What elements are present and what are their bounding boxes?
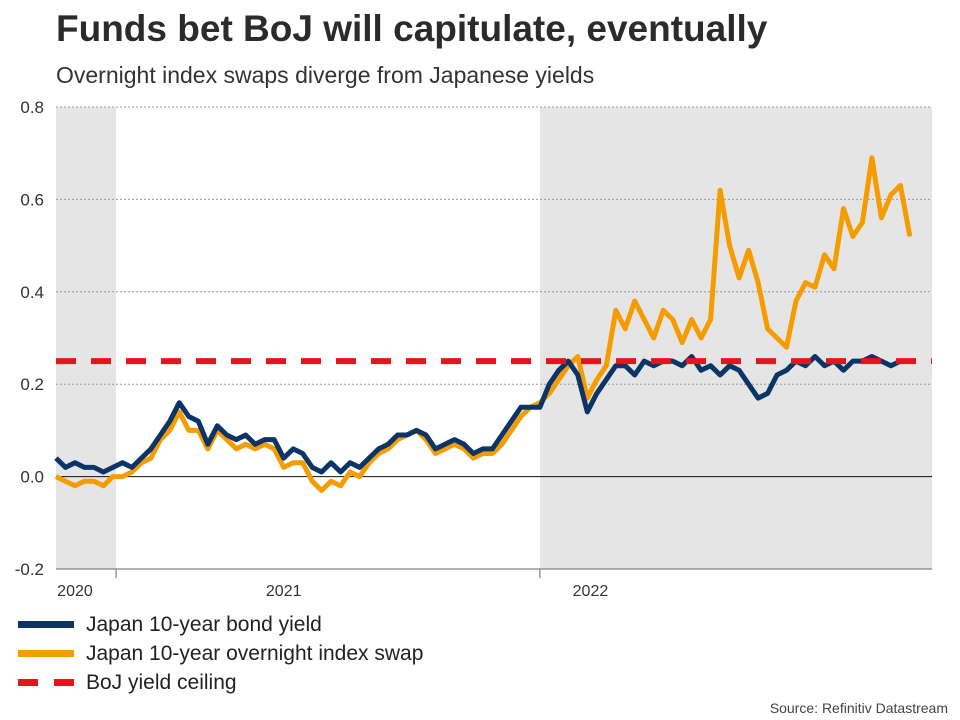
legend-item-ceiling: BoJ yield ceiling (18, 668, 423, 697)
x-tick-label: 2022 (573, 583, 609, 600)
legend-swatch-bond-yield (18, 621, 74, 628)
y-tick-label: 0.2 (20, 375, 44, 394)
y-tick-label: 0.0 (20, 468, 44, 487)
x-tick-label: 2020 (57, 583, 93, 600)
y-tick-label: 0.8 (20, 98, 44, 117)
y-tick-label: 0.6 (20, 190, 44, 209)
x-tick-label: 2021 (266, 583, 302, 600)
shaded-region-0 (56, 107, 117, 569)
y-tick-label: 0.4 (20, 283, 44, 302)
legend-label-ois: Japan 10-year overnight index swap (86, 641, 424, 665)
legend-label-ceiling: BoJ yield ceiling (86, 670, 237, 694)
legend-item-ois: Japan 10-year overnight index swap (18, 639, 423, 668)
source-note: Source: Refinitiv Datastream (769, 700, 948, 716)
legend: Japan 10-year bond yield Japan 10-year o… (18, 610, 423, 697)
series-line-ois (54, 155, 913, 493)
legend-swatch-ceiling (18, 679, 74, 686)
legend-item-bond-yield: Japan 10-year bond yield (18, 610, 423, 639)
chart-title: Funds bet BoJ will capitulate, eventuall… (56, 8, 768, 49)
series-line-bond-yield (54, 354, 910, 475)
legend-label-bond-yield: Japan 10-year bond yield (86, 612, 322, 636)
legend-swatch-ois (18, 650, 74, 657)
chart-subtitle: Overnight index swaps diverge from Japan… (56, 62, 595, 88)
y-tick-label: -0.2 (15, 560, 44, 579)
